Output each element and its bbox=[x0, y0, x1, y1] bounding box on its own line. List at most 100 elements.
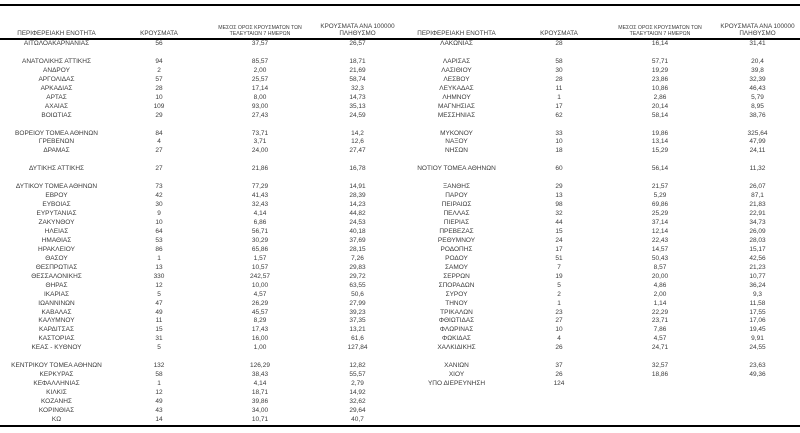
table-row: ΘΗΡΑΣ 12 10,00 63,55 bbox=[0, 282, 400, 291]
table-row: ΞΑΝΘΗΣ 29 21,57 26,07 bbox=[400, 183, 800, 192]
avg7-cell: 126,29 bbox=[250, 362, 270, 370]
table-row: ΣΠΟΡΑΔΩΝ 5 4,86 36,24 bbox=[400, 282, 800, 291]
avg7-cell: 73,71 bbox=[251, 129, 269, 137]
cases-cell: 73 bbox=[155, 183, 163, 191]
per100k-cell: 22,91 bbox=[749, 210, 766, 218]
cases-cell: 10 bbox=[555, 138, 563, 146]
cases-cell: 13 bbox=[555, 192, 563, 200]
cases-header: ΚΡΟΥΣΜΑΤΑ bbox=[513, 4, 605, 40]
avg7-cell: 20,14 bbox=[651, 102, 669, 110]
avg7-cell: 56,71 bbox=[251, 227, 269, 235]
avg7-cell: 24,71 bbox=[651, 344, 669, 352]
cases-cell: 1 bbox=[157, 380, 161, 388]
table-row: ΜΑΓΝΗΣΙΑΣ 17 20,14 8,95 bbox=[400, 103, 800, 112]
avg7-cell: 77,29 bbox=[251, 183, 269, 191]
avg7-cell: 37,14 bbox=[651, 219, 669, 226]
avg7-cell: 8,29 bbox=[253, 317, 267, 325]
region-name-cell: ΡΟΔΟΥ bbox=[445, 254, 468, 262]
table-row-spacer bbox=[400, 389, 800, 398]
table-row: ΛΕΣΒΟΥ 28 23,86 32,39 bbox=[400, 76, 800, 85]
region-name-cell: ΜΑΓΝΗΣΙΑΣ bbox=[438, 102, 475, 110]
table-row: ΘΑΣΟΥ 1 1,57 7,26 bbox=[0, 255, 400, 264]
cases-cell: 13 bbox=[155, 263, 163, 271]
table-row: ΜΥΚΟΝΟΥ 33 19,86 325,64 bbox=[400, 130, 800, 139]
cases-cell: 26 bbox=[555, 371, 563, 379]
region-name-cell: ΠΕΙΡΑΙΩΣ bbox=[441, 201, 472, 209]
region-name-cell: ΘΕΣΣΑΛΟΝΙΚΗΣ bbox=[31, 272, 82, 280]
right-table-body: ΛΑΚΩΝΙΑΣ 28 16,14 31,41 ΛΑΡΙΣΑΣ 58 57,71 20,4 ΛΑ… bbox=[400, 39, 800, 425]
per100k-cell: 14,92 bbox=[349, 389, 366, 397]
table-row: ΚΟΡΙΝΘΙΑΣ 43 34,00 29,64 bbox=[0, 407, 400, 416]
avg7-header-line2: ΤΕΛΕΥΤΑΙΩΝ 7 ΗΜΕΡΩΝ bbox=[629, 30, 691, 37]
table-row-spacer bbox=[400, 156, 800, 165]
per100k-cell: 32,3 bbox=[351, 84, 364, 92]
per100k-cell: 7,26 bbox=[351, 254, 364, 262]
cases-cell: 33 bbox=[555, 129, 563, 137]
cases-cell: 64 bbox=[155, 227, 163, 235]
region-name-cell: ΝΟΤΙΟΥ ΤΟΜΕΑ ΑΘΗΝΩΝ bbox=[417, 165, 496, 173]
region-name-cell: ΔΥΤΙΚΟΥ ΤΟΜΕΑ ΑΘΗΝΩΝ bbox=[15, 183, 98, 191]
table-row: ΓΡΕΒΕΝΩΝ 4 3,71 12,6 bbox=[0, 138, 400, 147]
cases-table-right: ΠΕΡΙΦΕΡΕΙΑΚΗ ΕΝΟΤΗΤΑ ΚΡΟΥΣΜΑΤΑ ΜΕΣΟΣ ΟΡΟ… bbox=[400, 4, 800, 425]
per100k-cell bbox=[715, 380, 800, 389]
cases-cell: 10 bbox=[555, 326, 563, 334]
per100k-cell: 127,84 bbox=[347, 344, 368, 352]
region-name-cell: ΙΚΑΡΙΑΣ bbox=[44, 290, 69, 298]
avg7-cell: 2,86 bbox=[653, 93, 667, 101]
region-name-cell: ΦΛΩΡΙΝΑΣ bbox=[439, 326, 474, 334]
table-row: ΦΘΙΩΤΙΔΑΣ 27 23,71 17,06 bbox=[400, 317, 800, 326]
cases-cell: 132 bbox=[153, 362, 165, 370]
per100k-cell: 9,3 bbox=[752, 290, 763, 298]
region-name-cell: ΘΕΣΠΡΩΤΙΑΣ bbox=[35, 263, 78, 271]
per100k-cell: 10,77 bbox=[749, 272, 766, 280]
region-name-cell: ΦΘΙΩΤΙΔΑΣ bbox=[438, 317, 475, 325]
per100k-header: ΚΡΟΥΣΜΑΤΑ ΑΝΑ 100000 ΠΛΗΘΥΣΜΟ bbox=[315, 4, 400, 40]
region-name-cell: ΡΕΘΥΜΝΟΥ bbox=[437, 236, 476, 244]
region-name-cell: ΣΑΜΟΥ bbox=[445, 263, 468, 271]
avg7-header-line2: ΤΕΛΕΥΤΑΙΩΝ 7 ΗΜΕΡΩΝ bbox=[229, 30, 291, 37]
per100k-header: ΚΡΟΥΣΜΑΤΑ ΑΝΑ 100000 ΠΛΗΘΥΣΜΟ bbox=[715, 4, 800, 40]
per100k-cell: 37,69 bbox=[349, 236, 366, 244]
region-name-cell: ΚΟΖΑΝΗΣ bbox=[41, 398, 72, 406]
per100k-cell: 14,91 bbox=[349, 183, 366, 191]
spacer-cell bbox=[400, 416, 800, 425]
table-row: ΑΝΔΡΟΥ 2 2,00 21,69 bbox=[0, 67, 400, 76]
cases-cell: 124 bbox=[553, 380, 565, 388]
cases-cell: 47 bbox=[155, 299, 163, 307]
region-name-cell: ΒΟΙΩΤΙΑΣ bbox=[41, 111, 72, 119]
per100k-cell: 35,13 bbox=[349, 102, 366, 110]
cases-cell: 10 bbox=[155, 219, 163, 226]
region-name-cell: ΔΥΤΙΚΗΣ ΑΤΤΙΚΗΣ bbox=[28, 165, 85, 173]
table-row: ΘΕΣΣΑΛΟΝΙΚΗΣ 330 242,57 29,72 bbox=[0, 273, 400, 282]
cases-cell: 30 bbox=[155, 201, 163, 209]
per100k-cell: 26,07 bbox=[749, 183, 766, 191]
region-name-cell: ΚΑΣΤΟΡΙΑΣ bbox=[38, 335, 75, 343]
spacer-cell bbox=[400, 156, 800, 165]
avg7-cell: 32,57 bbox=[651, 362, 669, 370]
avg7-cell: 30,29 bbox=[251, 236, 269, 244]
table-row: ΠΡΕΒΕΖΑΣ 15 12,14 26,09 bbox=[400, 228, 800, 237]
table-row: ΡΕΘΥΜΝΟΥ 24 22,43 28,03 bbox=[400, 237, 800, 246]
avg7-cell: 2,00 bbox=[653, 290, 667, 298]
avg7-cell: 41,43 bbox=[251, 192, 269, 200]
avg7-cell: 13,14 bbox=[651, 138, 669, 146]
per100k-cell: 28,03 bbox=[749, 236, 766, 244]
cases-cell: 5 bbox=[157, 290, 161, 298]
table-row: ΑΙΤΩΛΟΑΚΑΡΝΑΝΙΑΣ 56 37,57 26,57 bbox=[0, 39, 400, 49]
cases-cell: 49 bbox=[155, 398, 163, 406]
region-name-cell: ΑΝΑΤΟΛΙΚΗΣ ΑΤΤΙΚΗΣ bbox=[22, 57, 91, 65]
table-row: ΚΑΣΤΟΡΙΑΣ 31 16,00 61,6 bbox=[0, 335, 400, 344]
region-name-cell: ΗΛΕΙΑΣ bbox=[44, 227, 69, 235]
table-row: ΑΡΚΑΔΙΑΣ 28 17,14 32,3 bbox=[0, 85, 400, 94]
cases-cell: 58 bbox=[155, 371, 163, 379]
table-row: ΡΟΔΟΠΗΣ 17 14,57 15,17 bbox=[400, 246, 800, 255]
per100k-cell: 13,21 bbox=[349, 326, 366, 334]
table-row-spacer bbox=[400, 353, 800, 362]
avg7-header: ΜΕΣΟΣ ΟΡΟΣ ΚΡΟΥΣΜΑΤΩΝ ΤΩΝ ΤΕΛΕΥΤΑΙΩΝ 7 Η… bbox=[205, 4, 315, 40]
avg7-cell: 16,00 bbox=[251, 335, 269, 343]
cases-cell: 84 bbox=[155, 129, 163, 137]
table-row: ΛΕΥΚΑΔΑΣ 11 10,86 46,43 bbox=[400, 85, 800, 94]
per100k-cell: 14,23 bbox=[349, 201, 366, 209]
cases-cell: 17 bbox=[555, 245, 563, 253]
per100k-cell: 29,64 bbox=[349, 407, 366, 414]
